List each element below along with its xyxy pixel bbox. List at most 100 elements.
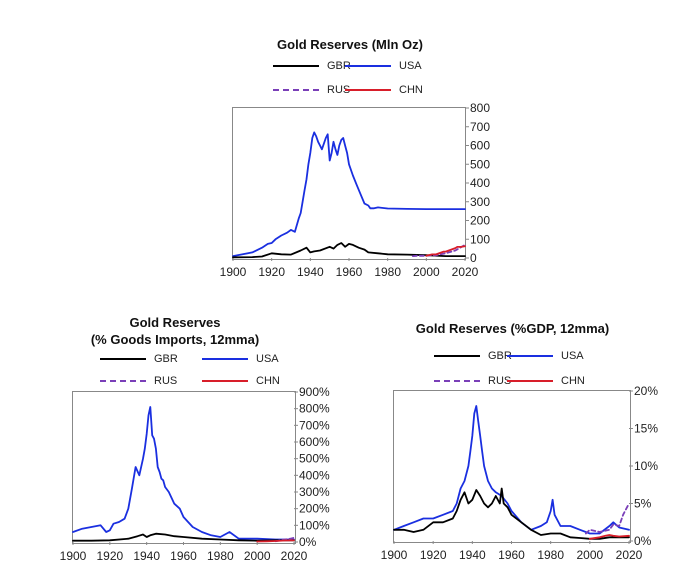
- y-tick-label: 400%: [299, 468, 330, 482]
- legend-bl-chn-label: CHN: [256, 375, 280, 387]
- y-tick-label: 500%: [299, 452, 330, 466]
- legend-chn-swatch: [345, 89, 391, 92]
- series-rus-line-br: [585, 502, 630, 535]
- series-gbr-line-bl: [72, 532, 295, 542]
- legend-rus-label: RUS: [327, 84, 351, 96]
- x-tick-label: 1960: [498, 548, 525, 562]
- y-tick-label: 0%: [634, 534, 652, 548]
- legend-bl-rus-label: RUS: [154, 375, 178, 387]
- x-tick-label: 2000: [244, 549, 271, 563]
- x-tick-label: 1940: [459, 548, 486, 562]
- legend-br-usa-swatch: [507, 355, 553, 358]
- legend-usa-label: USA: [399, 60, 422, 72]
- legend-br-chn: CHN: [507, 375, 585, 387]
- legend-chn: CHN: [345, 84, 423, 96]
- legend-bl-usa: USA: [202, 353, 279, 365]
- legend-usa-swatch: [345, 65, 391, 68]
- chart-bottom-right-title: Gold Reserves (%GDP, 12mma): [415, 321, 610, 336]
- y-tick-label: 0%: [299, 535, 317, 549]
- series-chn-line-top: [425, 245, 466, 257]
- legend-br-rus-swatch: [434, 380, 480, 383]
- plot-area-bottom-right: [393, 390, 631, 543]
- y-tick-label: 20%: [634, 384, 658, 398]
- x-tick-label: 2020: [281, 549, 308, 563]
- legend-br-usa: USA: [507, 350, 584, 362]
- x-tick-label: 1920: [420, 548, 447, 562]
- legend-bl-gbr-label: GBR: [154, 353, 178, 365]
- legend-bl-usa-label: USA: [256, 353, 279, 365]
- series-chn-line-bl: [256, 539, 295, 543]
- y-tick-label: 900%: [299, 385, 330, 399]
- chart-bottom-left-title-line1: Gold Reserves: [129, 315, 221, 330]
- y-tick-label: 15%: [634, 422, 658, 436]
- legend-usa: USA: [345, 60, 422, 72]
- x-tick-label: 1920: [258, 265, 285, 279]
- x-tick-label: 2000: [576, 548, 603, 562]
- x-tick-label: 2020: [616, 548, 643, 562]
- y-tick-label: 700%: [299, 418, 330, 432]
- x-tick-label: 1900: [220, 265, 247, 279]
- y-tick-label: 100: [470, 232, 490, 246]
- y-tick-label: 600%: [299, 435, 330, 449]
- chart-top-title: Gold Reserves (Mln Oz): [277, 37, 423, 52]
- legend-br-gbr: GBR: [434, 350, 512, 362]
- chart-bottom-left-title-line2: (% Goods Imports, 12mma): [90, 332, 260, 347]
- legend-bl-gbr: GBR: [100, 353, 178, 365]
- legend-br-rus-label: RUS: [488, 375, 512, 387]
- y-tick-label: 800%: [299, 402, 330, 416]
- legend-rus: RUS: [273, 84, 350, 96]
- x-tick-label: 1900: [381, 548, 408, 562]
- legend-bl-chn-swatch: [202, 380, 248, 383]
- y-tick-label: 600: [470, 139, 490, 153]
- series-gbr-line-top: [232, 242, 466, 259]
- x-tick-label: 1900: [60, 549, 87, 563]
- x-tick-label: 1920: [96, 549, 123, 563]
- legend-gbr-swatch: [273, 65, 319, 68]
- y-tick-label: 800: [470, 101, 490, 115]
- y-tick-label: 100%: [299, 518, 330, 532]
- legend-bl-rus: RUS: [100, 375, 177, 387]
- x-tick-label: 1960: [336, 265, 363, 279]
- y-tick-label: 200: [470, 214, 490, 228]
- y-tick-label: 200%: [299, 502, 330, 516]
- x-tick-label: 2000: [413, 265, 440, 279]
- y-tick-label: 700: [470, 120, 490, 134]
- legend-rus-swatch: [273, 89, 319, 92]
- legend-bl-rus-swatch: [100, 380, 146, 383]
- y-tick-label: 0: [470, 251, 477, 265]
- legend-chn-label: CHN: [399, 84, 423, 96]
- y-tick-label: 5%: [634, 497, 652, 511]
- series-usa-line-br: [393, 405, 630, 535]
- legend-br-rus: RUS: [434, 375, 511, 387]
- x-tick-label: 1980: [374, 265, 401, 279]
- x-tick-label: 1940: [133, 549, 160, 563]
- y-tick-label: 400: [470, 176, 490, 190]
- x-tick-label: 2020: [452, 265, 479, 279]
- legend-br-gbr-label: GBR: [488, 350, 512, 362]
- x-tick-label: 1980: [207, 549, 234, 563]
- legend-br-chn-label: CHN: [561, 375, 585, 387]
- y-tick-label: 300%: [299, 485, 330, 499]
- series-usa-line-top: [232, 131, 466, 258]
- chart-bottom-left-title: Gold Reserves (% Goods Imports, 12mma): [60, 314, 290, 348]
- series-chn-line-br: [588, 534, 630, 540]
- legend-gbr-label: GBR: [327, 60, 351, 72]
- x-tick-label: 1960: [170, 549, 197, 563]
- legend-br-usa-label: USA: [561, 350, 584, 362]
- legend-br-gbr-swatch: [434, 355, 480, 358]
- y-tick-label: 500: [470, 157, 490, 171]
- x-tick-label: 1940: [297, 265, 324, 279]
- y-tick-label: 10%: [634, 459, 658, 473]
- legend-bl-gbr-swatch: [100, 358, 146, 361]
- legend-bl-chn: CHN: [202, 375, 280, 387]
- y-tick-label: 300: [470, 195, 490, 209]
- legend-br-chn-swatch: [507, 380, 553, 383]
- legend-bl-usa-swatch: [202, 358, 248, 361]
- series-usa-line-bl: [72, 406, 295, 541]
- x-tick-label: 1980: [537, 548, 564, 562]
- series-gbr-line-br: [393, 487, 630, 540]
- legend-gbr: GBR: [273, 60, 351, 72]
